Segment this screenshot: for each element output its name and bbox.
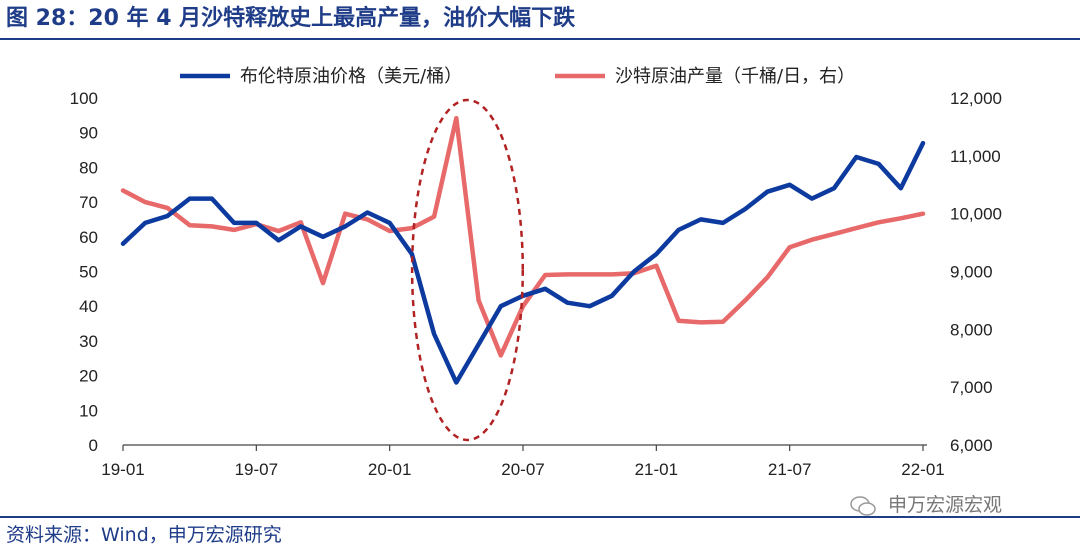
y-left-tick-label: 40 xyxy=(79,297,98,316)
watermark: 申万宏源宏观 xyxy=(850,490,1002,517)
dual-axis-line-chart: 布伦特原油价格（美元/桶） 沙特原油产量（千桶/日，右） 0 10 20 30 40 50 6… xyxy=(70,66,1002,479)
y-left-tick-label: 20 xyxy=(79,367,98,386)
y-right-tick-label: 9,000 xyxy=(950,263,993,282)
y-right-tick-label: 7,000 xyxy=(950,378,993,397)
y-left-tick-label: 60 xyxy=(79,228,98,247)
y-left-tick-label: 70 xyxy=(79,193,98,212)
legend: 布伦特原油价格（美元/桶） 沙特原油产量（千桶/日，右） xyxy=(180,66,855,87)
y-right-tick-label: 10,000 xyxy=(950,205,1002,224)
y-right-tick-label: 6,000 xyxy=(950,436,993,455)
y-left-tick-label: 30 xyxy=(79,332,98,351)
chart-title: 图 28：20 年 4 月沙特释放史上最高产量，油价大幅下跌 xyxy=(6,6,576,31)
legend-saudi-label: 沙特原油产量（千桶/日，右） xyxy=(615,66,855,87)
series-line-brent xyxy=(120,140,926,385)
x-tick-label: 21-01 xyxy=(635,460,678,479)
annotation-ellipse xyxy=(410,98,525,442)
y-right-tick-label: 11,000 xyxy=(950,147,1001,166)
legend-brent-label: 布伦特原油价格（美元/桶） xyxy=(240,66,462,87)
series-line-saudi xyxy=(120,115,926,358)
y-right-tick-label: 12,000 xyxy=(950,89,1002,108)
y-left-tick-label: 100 xyxy=(70,89,98,108)
x-tick-label: 19-01 xyxy=(101,460,144,479)
footer-divider xyxy=(0,516,1080,518)
annotation xyxy=(410,98,525,442)
y-left-tick-label: 10 xyxy=(79,401,98,420)
y-right-tick-label: 8,000 xyxy=(950,320,993,339)
x-tick-label: 21-07 xyxy=(768,460,811,479)
series-lines xyxy=(120,115,926,385)
watermark-text: 申万宏源宏观 xyxy=(888,494,1003,516)
y-left-tick-label: 0 xyxy=(89,436,98,455)
axes: 0 10 20 30 40 50 60 70 80 90 100 6,000 7,000 8,000 9,0… xyxy=(70,89,1002,479)
y-left-tick-label: 50 xyxy=(79,263,98,282)
source-note: 资料来源：Wind，申万宏源研究 xyxy=(6,524,282,546)
x-tick-label: 20-01 xyxy=(368,460,411,479)
x-tick-label: 22-01 xyxy=(901,460,944,479)
x-tick-label: 19-07 xyxy=(235,460,278,479)
y-left-tick-label: 80 xyxy=(79,158,98,177)
y-left-tick-label: 90 xyxy=(79,124,98,143)
wechat-icon xyxy=(850,495,876,516)
title-divider xyxy=(0,38,1080,40)
x-tick-label: 20-07 xyxy=(501,460,544,479)
